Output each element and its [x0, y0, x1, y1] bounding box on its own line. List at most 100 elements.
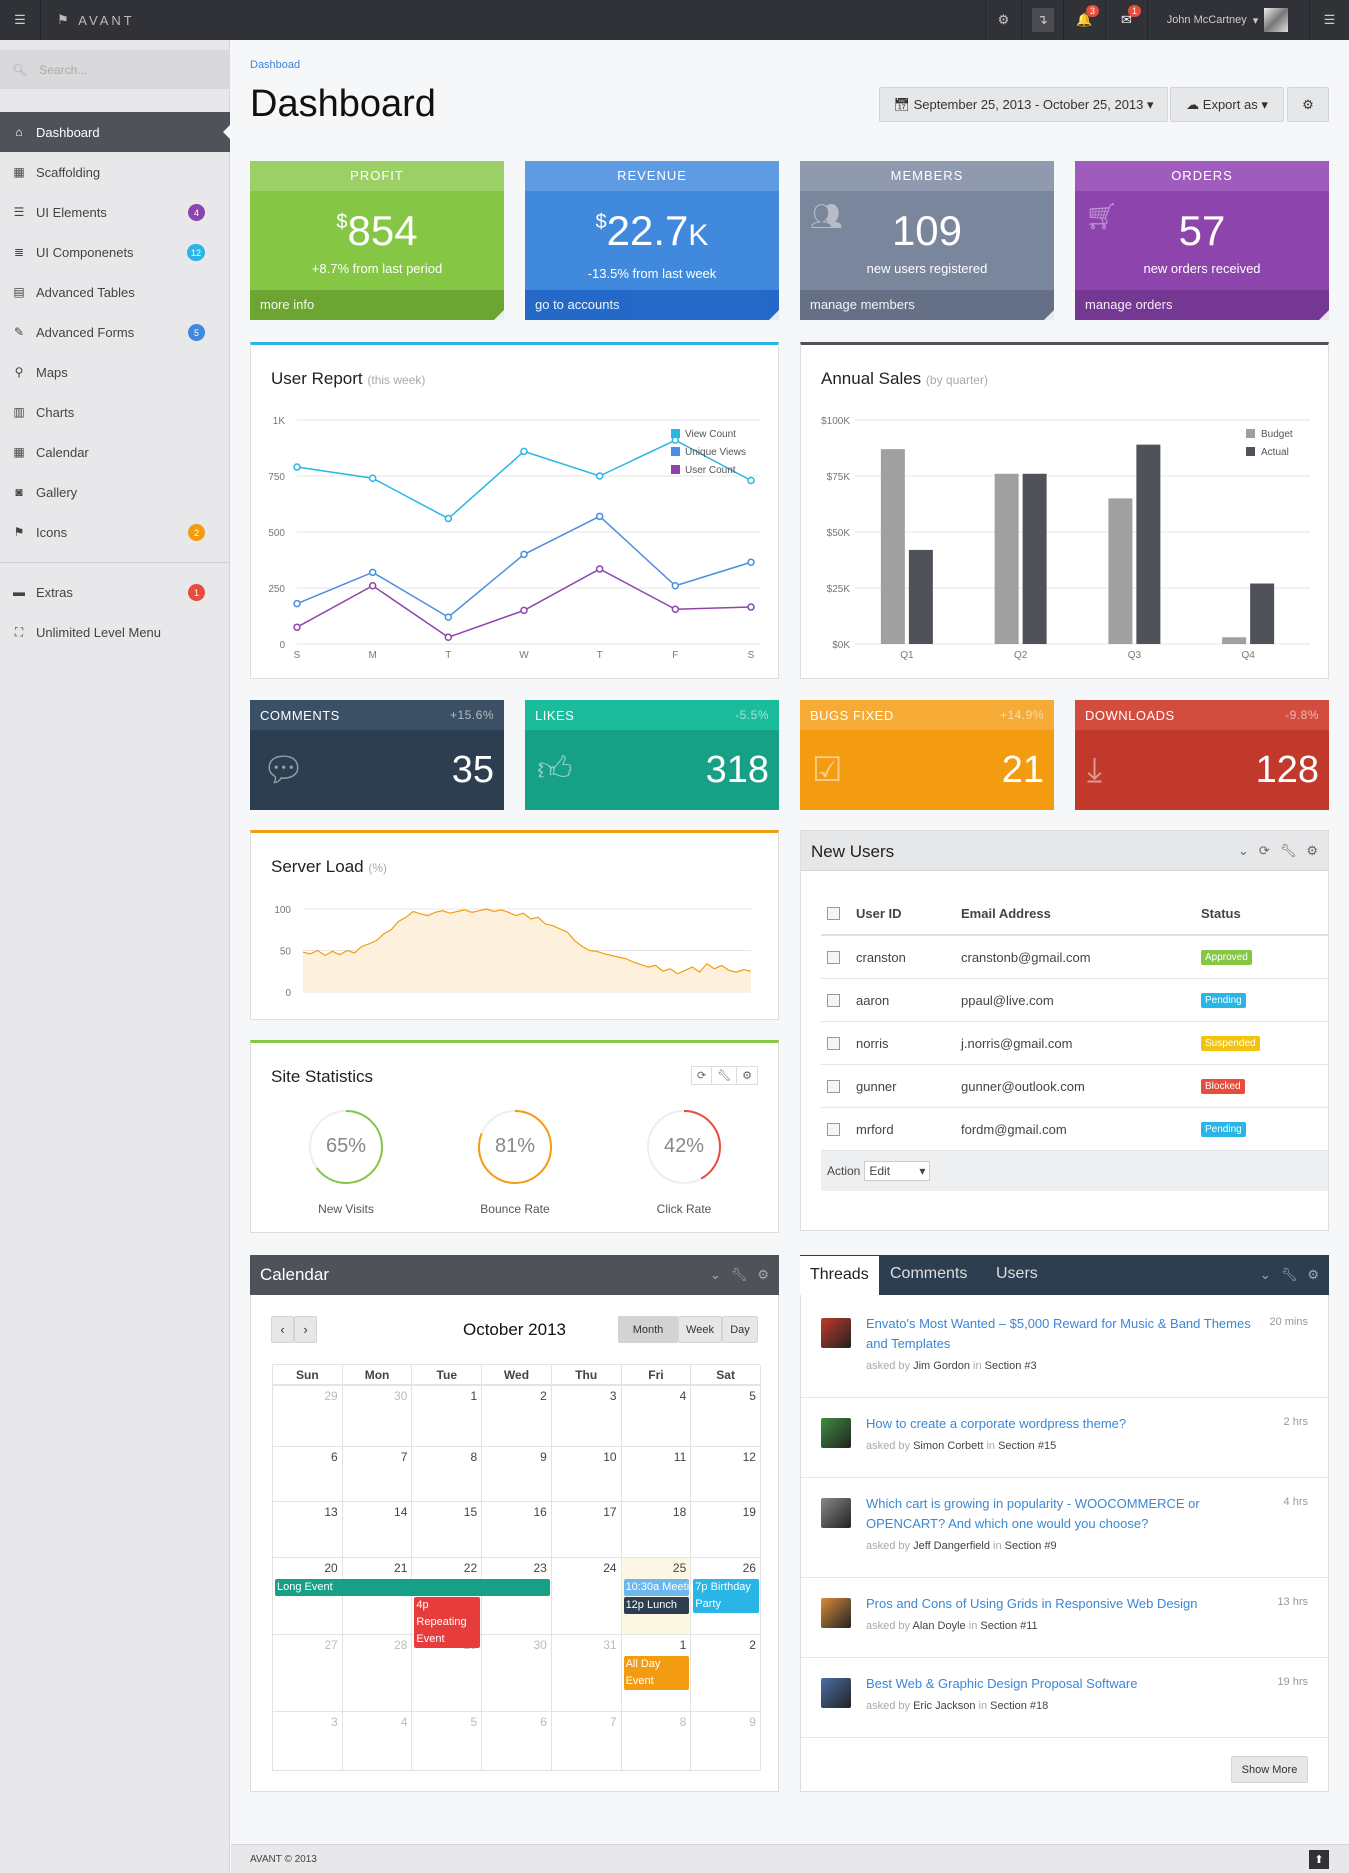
- calendar-event[interactable]: All Day Event: [623, 1656, 690, 1690]
- calendar-event[interactable]: 12p Lunch: [623, 1597, 690, 1614]
- view-month-button[interactable]: Month: [618, 1316, 678, 1343]
- calendar-day[interactable]: 21: [342, 1558, 413, 1635]
- thread-section[interactable]: Section #3: [984, 1360, 1037, 1372]
- row-checkbox[interactable]: [827, 993, 840, 1007]
- sidebar-item-unlimited-level-menu[interactable]: ⛶ Unlimited Level Menu: [0, 612, 230, 652]
- sidebar-item-charts[interactable]: ▥ Charts: [0, 392, 230, 432]
- wrench-icon[interactable]: 🔧︎: [712, 1067, 738, 1084]
- user-menu[interactable]: John McCartney ▾: [1147, 0, 1307, 40]
- thread-title-link[interactable]: Best Web & Graphic Design Proposal Softw…: [866, 1676, 1138, 1691]
- calendar-day[interactable]: 23: [482, 1558, 552, 1635]
- thread-author[interactable]: Simon Corbett: [913, 1440, 984, 1452]
- sidebar-item-dashboard[interactable]: ⌂ Dashboard: [0, 112, 231, 152]
- calendar-day[interactable]: 4: [342, 1712, 413, 1771]
- calendar-day[interactable]: 1: [621, 1635, 692, 1712]
- row-checkbox[interactable]: [827, 950, 840, 964]
- wrench-icon[interactable]: 🔧︎: [1280, 1267, 1298, 1282]
- tile-footer-link[interactable]: manage orders: [1075, 290, 1329, 320]
- calendar-event[interactable]: 4p Repeating Event: [414, 1597, 481, 1648]
- sidebar-item-extras[interactable]: ▬ Extras 1: [0, 572, 230, 612]
- calendar-day[interactable]: 20: [273, 1558, 343, 1635]
- calendar-day[interactable]: 5: [691, 1386, 761, 1447]
- calendar-prev-button[interactable]: ‹: [271, 1316, 294, 1343]
- sidebar-item-advanced-forms[interactable]: ✎ Advanced Forms 5: [0, 312, 230, 352]
- sidebar-item-ui-elements[interactable]: ☰ UI Elements 4: [0, 192, 230, 232]
- sidebar-item-ui-componenets[interactable]: ≣ UI Componenets 12: [0, 232, 230, 272]
- export-button[interactable]: ☁ Export as ▾: [1170, 87, 1284, 122]
- tab-threads[interactable]: Threads: [800, 1256, 879, 1295]
- calendar-day[interactable]: 2: [482, 1386, 552, 1447]
- stat-tile-revenue[interactable]: REVENUE $22.7K -13.5% from last week go to …: [525, 161, 779, 320]
- calendar-day[interactable]: 13: [273, 1502, 343, 1558]
- calendar-day[interactable]: 4: [621, 1386, 692, 1447]
- calendar-day[interactable]: 3: [551, 1386, 622, 1447]
- thread-title-link[interactable]: How to create a corporate wordpress them…: [866, 1416, 1127, 1431]
- settings-cog-icon[interactable]: ⚙: [985, 0, 1021, 40]
- stat-tile-members[interactable]: MEMBERS 👥︎ 109 new users registered manage m…: [800, 161, 1054, 320]
- thread-title-link[interactable]: Which cart is growing in popularity - WO…: [866, 1496, 1200, 1531]
- calendar-day[interactable]: 11: [621, 1447, 692, 1502]
- messages-envelope-icon[interactable]: ✉ 1: [1105, 0, 1147, 40]
- thread-section[interactable]: Section #15: [998, 1440, 1057, 1452]
- calendar-event[interactable]: 10:30a Meeting: [623, 1579, 690, 1596]
- gear-icon[interactable]: ⚙: [742, 1070, 752, 1082]
- date-range-picker[interactable]: 📅︎ September 25, 2013 - October 25, 2013…: [879, 87, 1168, 122]
- notifications-bell-icon[interactable]: 🔔 3: [1063, 0, 1105, 40]
- gear-icon[interactable]: ⚙: [1307, 1267, 1319, 1282]
- calendar-day[interactable]: 26: [691, 1558, 761, 1635]
- menu-toggle-icon[interactable]: ☰: [14, 12, 26, 27]
- wrench-icon[interactable]: 🔧︎: [1279, 842, 1297, 858]
- sidebar-item-advanced-tables[interactable]: ▤ Advanced Tables: [0, 272, 230, 312]
- search-input[interactable]: 🔍︎ Search...: [0, 50, 230, 89]
- collapse-chevron-icon[interactable]: ⌄: [1238, 842, 1249, 858]
- calendar-day[interactable]: 5: [412, 1712, 483, 1771]
- sidebar-item-icons[interactable]: ⚑ Icons 2: [0, 512, 230, 552]
- calendar-day[interactable]: 14: [342, 1502, 413, 1558]
- view-week-button[interactable]: Week: [678, 1316, 722, 1343]
- calendar-day[interactable]: 1: [412, 1386, 483, 1447]
- thread-section[interactable]: Section #18: [990, 1700, 1049, 1712]
- calendar-day-today[interactable]: 25: [621, 1558, 692, 1635]
- calendar-day[interactable]: 30: [482, 1635, 552, 1712]
- calendar-day[interactable]: 30: [342, 1386, 413, 1447]
- calendar-day[interactable]: 19: [691, 1502, 761, 1558]
- layout-toggle-button[interactable]: ↴: [1021, 0, 1063, 40]
- thread-author[interactable]: Alan Doyle: [912, 1620, 966, 1632]
- calendar-day[interactable]: 18: [621, 1502, 692, 1558]
- sidebar-item-scaffolding[interactable]: ▦ Scaffolding: [0, 152, 230, 192]
- thread-author[interactable]: Jim Gordon: [913, 1360, 970, 1372]
- calendar-day[interactable]: 7: [342, 1447, 413, 1502]
- stat-tile-orders[interactable]: ORDERS 🛒︎ 57 new orders received manage orde…: [1075, 161, 1329, 320]
- calendar-day[interactable]: 24: [551, 1558, 622, 1635]
- thread-author[interactable]: Jeff Dangerfield: [913, 1540, 990, 1552]
- thread-author[interactable]: Eric Jackson: [913, 1700, 976, 1712]
- calendar-day[interactable]: 8: [412, 1447, 483, 1502]
- calendar-day[interactable]: 10: [551, 1447, 622, 1502]
- mini-tile-likes[interactable]: LIKES -5.5% 👍︎ 318: [525, 700, 779, 810]
- calendar-event[interactable]: Long Event: [275, 1579, 550, 1596]
- gear-icon[interactable]: ⚙: [1306, 842, 1318, 858]
- calendar-day[interactable]: 3: [273, 1712, 343, 1771]
- settings-gear-button[interactable]: ⚙: [1287, 87, 1329, 122]
- thread-title-link[interactable]: Pros and Cons of Using Grids in Responsi…: [866, 1596, 1198, 1611]
- tile-footer-link[interactable]: manage members: [800, 290, 1054, 320]
- brand-logo[interactable]: ⚑ AVANT: [40, 0, 140, 40]
- mini-tile-downloads[interactable]: DOWNLOADS -9.8% ⤓ 128: [1075, 700, 1329, 810]
- right-menu-icon[interactable]: ☰: [1309, 0, 1349, 40]
- scroll-top-button[interactable]: ⬆: [1309, 1850, 1329, 1869]
- thread-title-link[interactable]: Envato's Most Wanted – $5,000 Reward for…: [866, 1316, 1251, 1351]
- breadcrumb[interactable]: Dashboad: [250, 59, 301, 71]
- calendar-day[interactable]: 28: [342, 1635, 413, 1712]
- view-day-button[interactable]: Day: [722, 1316, 758, 1343]
- calendar-day[interactable]: 6: [273, 1447, 343, 1502]
- row-checkbox[interactable]: [827, 1079, 840, 1093]
- calendar-day[interactable]: 7: [551, 1712, 622, 1771]
- calendar-day[interactable]: 17: [551, 1502, 622, 1558]
- tile-footer-link[interactable]: go to accounts: [525, 290, 779, 320]
- collapse-chevron-icon[interactable]: ⌄: [709, 1267, 721, 1282]
- calendar-event[interactable]: 7p Birthday Party: [693, 1579, 759, 1613]
- calendar-day[interactable]: 2: [691, 1635, 761, 1712]
- calendar-next-button[interactable]: ›: [294, 1316, 317, 1343]
- calendar-day[interactable]: 8: [621, 1712, 692, 1771]
- sidebar-item-maps[interactable]: ⚲ Maps: [0, 352, 230, 392]
